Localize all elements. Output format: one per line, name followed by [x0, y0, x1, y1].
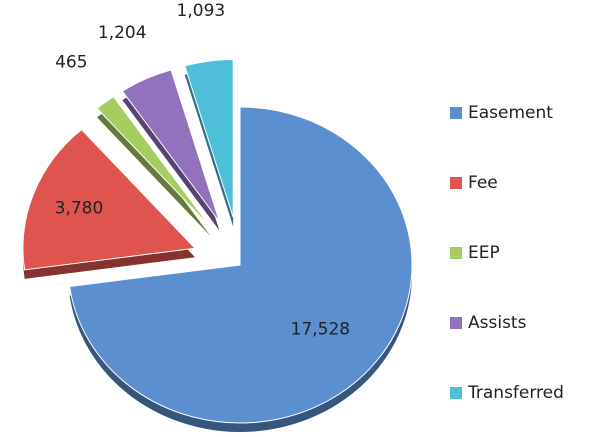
legend-label: EEP [468, 243, 500, 263]
data-label: 1,093 [177, 1, 226, 21]
legend-swatch [450, 317, 462, 329]
slice [121, 69, 220, 222]
slice [184, 58, 234, 218]
data-label: 17,528 [291, 319, 350, 339]
legend-swatch [450, 177, 462, 189]
legend-label: Easement [468, 103, 553, 123]
data-label: 465 [55, 52, 87, 72]
legend: Easement Fee EEP Assists Transferred [450, 103, 564, 403]
legend-label: Transferred [467, 383, 564, 403]
data-label: 3,780 [55, 199, 104, 219]
legend-label: Assists [468, 313, 527, 333]
legend-swatch [450, 387, 462, 399]
slice [22, 128, 197, 271]
pie: 17,528 3,780 465 1,204 1,093 [22, 1, 413, 432]
legend-label: Fee [468, 173, 498, 193]
legend-swatch [450, 247, 462, 259]
legend-swatch [450, 107, 462, 119]
slice [69, 106, 413, 424]
data-label: 1,204 [98, 23, 147, 43]
slice [96, 95, 211, 228]
